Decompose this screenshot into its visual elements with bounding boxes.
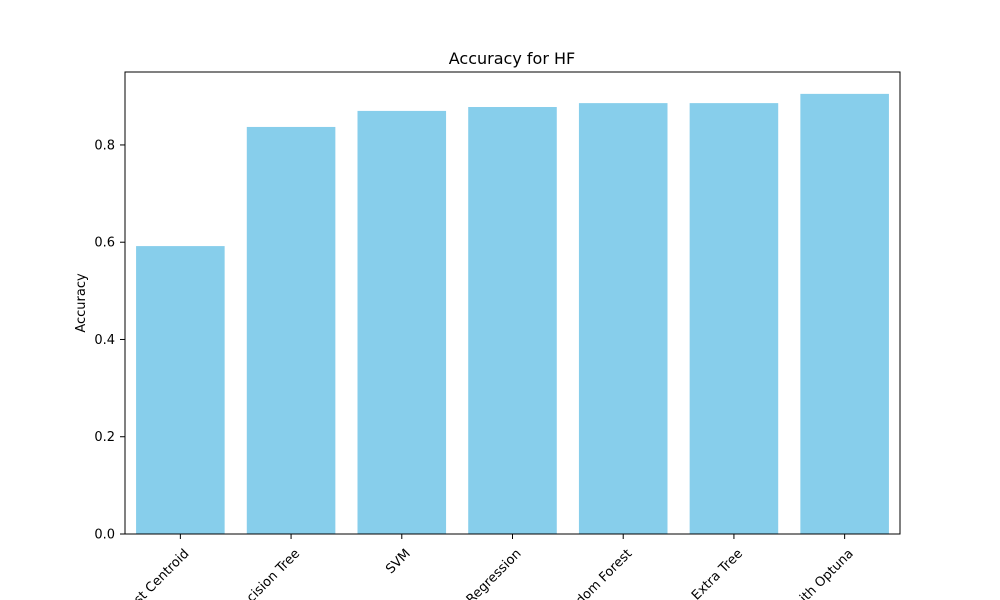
bar-7	[800, 93, 889, 534]
x-tick-label: ith Optuna	[797, 546, 856, 600]
bar-1	[136, 246, 225, 534]
x-tick-label: Extra Tree	[689, 546, 746, 600]
x-tick-label: dom Forest	[573, 546, 635, 600]
y-tick-label: 0.4	[94, 333, 115, 348]
y-axis: 0.0 0.2 0.4 0.6 0.8	[94, 138, 125, 543]
bar-6	[689, 103, 779, 535]
x-axis: st Centroid cision Tree SVM Regression dom F…	[131, 534, 857, 600]
plot-frame	[124, 71, 901, 535]
bar-2	[246, 126, 336, 534]
x-tick-label: Regression	[464, 546, 525, 600]
y-axis-label: Accuracy	[74, 273, 89, 333]
y-tick-label: 0.8	[94, 138, 115, 153]
bars-layer	[136, 93, 889, 535]
y-tick-label: 0.0	[94, 528, 115, 543]
x-tick-label: cision Tree	[244, 546, 303, 600]
y-tick-label: 0.2	[94, 430, 115, 445]
bar-4	[468, 107, 557, 534]
x-tick-label: SVM	[383, 546, 414, 577]
x-tick-label: st Centroid	[131, 546, 192, 600]
y-tick-label: 0.6	[94, 236, 115, 251]
bar-3	[357, 110, 447, 534]
chart-title: Accuracy for HF	[449, 49, 575, 68]
bar-5	[578, 103, 668, 535]
